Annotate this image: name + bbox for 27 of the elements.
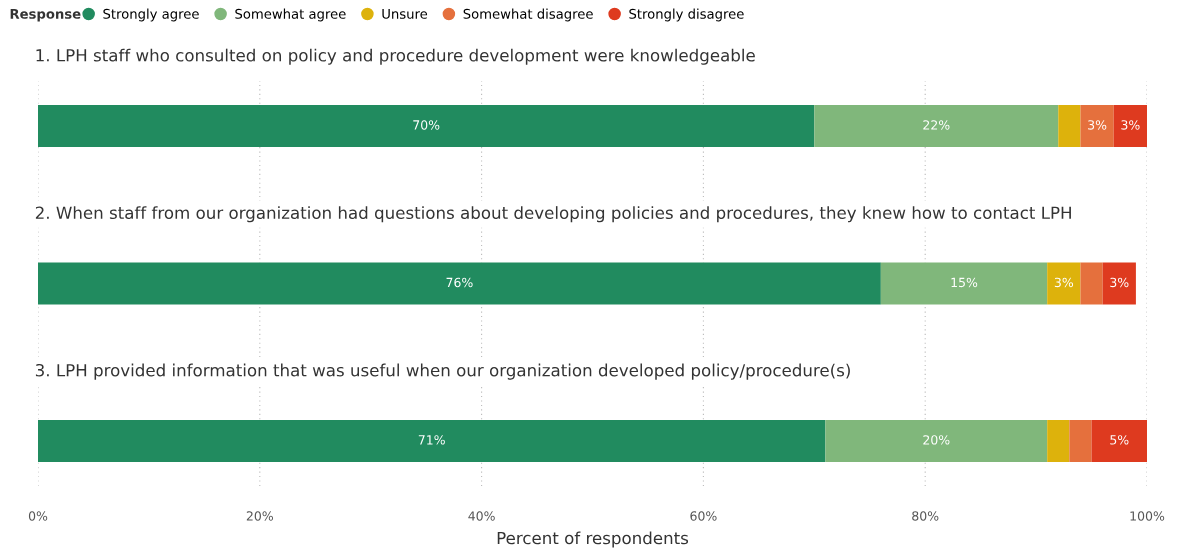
y-tick-label: 1. LPH staff who consulted on policy and procedure development were knowledgeable (36, 48, 755, 65)
data-label: 20% (923, 435, 950, 445)
data-label: 71% (418, 435, 445, 445)
legend-label: Strongly disagree (629, 8, 744, 22)
x-tick-label: 40% (468, 511, 495, 521)
legend-label: Somewhat disagree (463, 8, 593, 22)
x-tick-label: 100% (1130, 511, 1165, 521)
data-label: 76% (446, 277, 473, 288)
x-tick-label: 0% (28, 511, 48, 521)
data-label: 15% (951, 277, 978, 288)
data-label: 22% (923, 120, 950, 130)
data-label: 5% (1110, 435, 1129, 445)
x-axis-title: Percent of respondents (497, 531, 689, 548)
y-tick-label: 2. When staff from our organization had questions about developing policies and procedures, they knew how to contact LPH (35, 206, 1071, 223)
data-label: 3% (1110, 277, 1129, 288)
x-tick-label: 60% (690, 511, 717, 521)
legend-label: Strongly agree (103, 8, 199, 22)
data-label: 3% (1088, 120, 1107, 130)
legend-label: Somewhat agree (235, 8, 346, 22)
data-label: 3% (1121, 120, 1140, 130)
y-tick-label: 3. LPH provided information that was useful when our organization developed policy/procedure(s) (35, 363, 850, 380)
data-label: 3% (1054, 277, 1074, 288)
x-tick-label: 20% (246, 511, 273, 521)
legend-title: Response (10, 9, 81, 22)
x-tick-label: 80% (912, 511, 939, 521)
legend-label: Unsure (382, 9, 428, 19)
data-label: 70% (413, 120, 440, 130)
